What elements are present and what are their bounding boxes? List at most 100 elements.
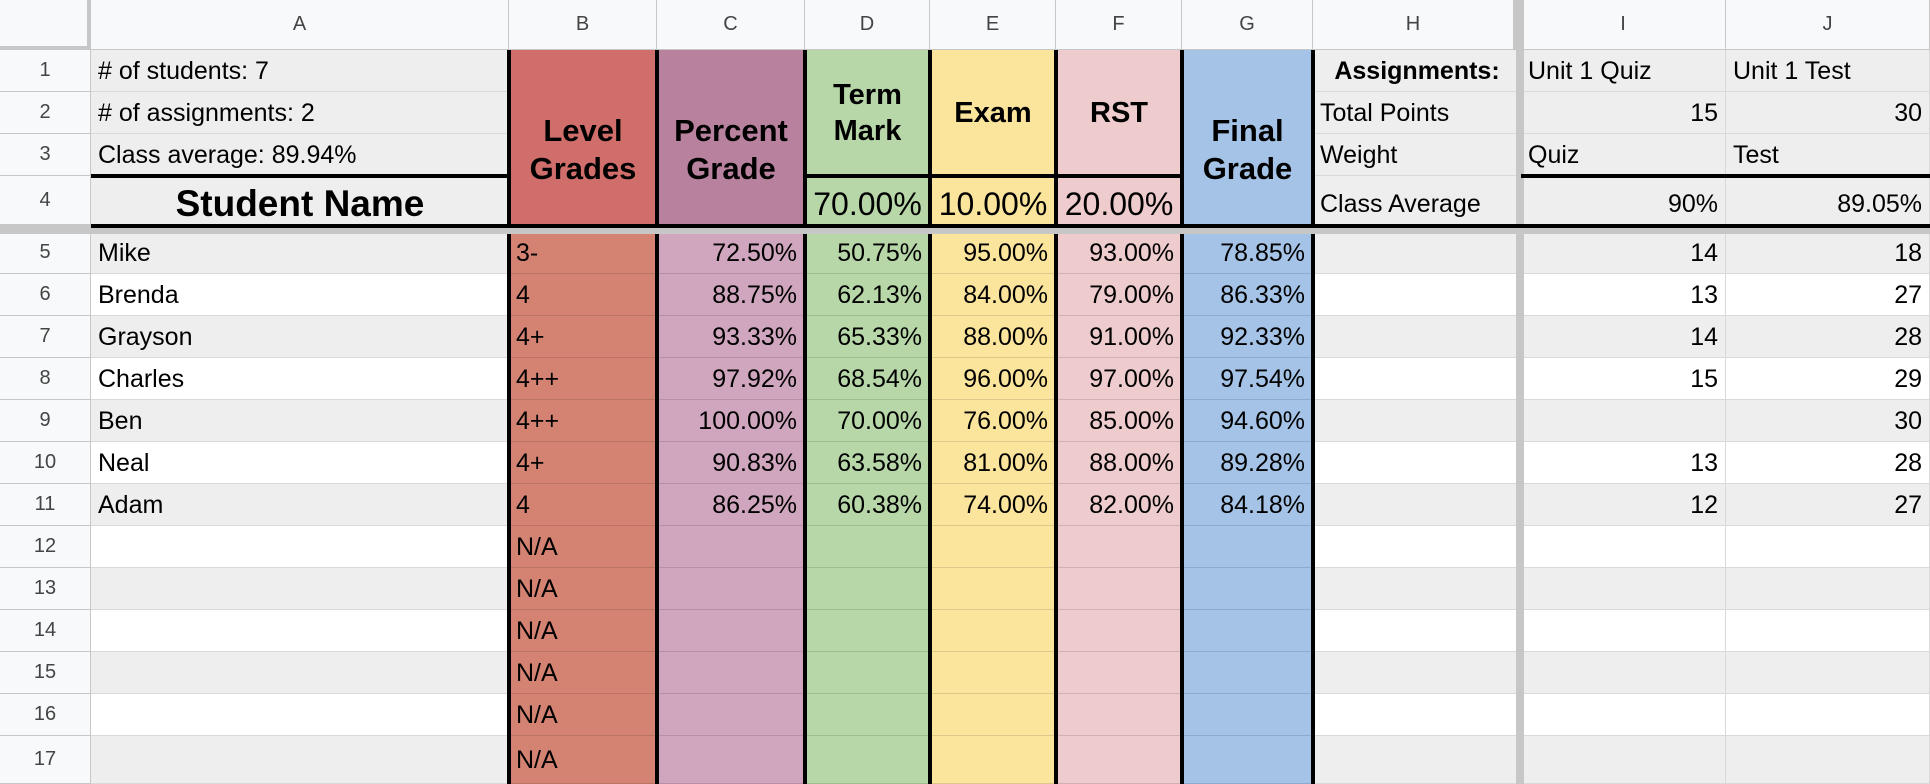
row-header-8[interactable]: 8 xyxy=(0,358,91,400)
level-grade-cell[interactable]: 3- xyxy=(516,238,539,267)
rst-cell[interactable]: 88.00% xyxy=(1089,448,1174,477)
column-header-f[interactable]: F xyxy=(1056,0,1182,50)
assignment-total-points[interactable]: 15 xyxy=(1690,98,1718,127)
summary-class-average[interactable]: Class average: 89.94% xyxy=(98,140,357,169)
column-header-i[interactable]: I xyxy=(1521,0,1726,50)
term-mark-cell[interactable]: 68.54% xyxy=(837,364,922,393)
student-name-header[interactable]: Student Name xyxy=(175,183,425,224)
assignment-name[interactable]: Unit 1 Test xyxy=(1733,56,1851,85)
student-name-cell[interactable]: Mike xyxy=(98,238,151,267)
level-grade-cell[interactable]: N/A xyxy=(516,745,558,774)
student-name-cell[interactable]: Charles xyxy=(98,364,185,393)
column-header-j[interactable]: J xyxy=(1726,0,1930,50)
term-mark-cell[interactable]: 65.33% xyxy=(837,322,922,351)
student-name-cell[interactable]: Neal xyxy=(98,448,150,477)
percent-grade-cell[interactable]: 90.83% xyxy=(712,448,797,477)
row-header-5[interactable]: 5 xyxy=(0,232,91,274)
student-name-cell[interactable]: Ben xyxy=(98,406,143,435)
exam-header[interactable]: Exam xyxy=(954,97,1032,129)
row-header-13[interactable]: 13 xyxy=(0,568,91,610)
test-score-cell[interactable]: 28 xyxy=(1894,322,1922,351)
level-grade-cell[interactable]: N/A xyxy=(516,574,558,603)
final-grade-cell[interactable]: 92.33% xyxy=(1220,322,1305,351)
final-grade-cell[interactable]: 97.54% xyxy=(1220,364,1305,393)
rst-cell[interactable]: 82.00% xyxy=(1089,490,1174,519)
percent-grade-cell[interactable]: 93.33% xyxy=(712,322,797,351)
column-header-c[interactable]: C xyxy=(657,0,805,50)
summary-assignments[interactable]: # of assignments: 2 xyxy=(98,98,315,127)
term-mark-cell[interactable]: 60.38% xyxy=(837,490,922,519)
column-header-g[interactable]: G xyxy=(1182,0,1313,50)
test-score-cell[interactable]: 30 xyxy=(1894,406,1922,435)
rst-header[interactable]: RST xyxy=(1090,97,1148,129)
student-name-cell[interactable]: Brenda xyxy=(98,280,179,309)
column-header-a[interactable]: A xyxy=(91,0,509,50)
exam-cell[interactable]: 95.00% xyxy=(963,238,1048,267)
row-header-14[interactable]: 14 xyxy=(0,610,91,652)
test-score-cell[interactable]: 29 xyxy=(1894,364,1922,393)
test-score-cell[interactable]: 28 xyxy=(1894,448,1922,477)
total-points-label[interactable]: Total Points xyxy=(1320,98,1450,127)
final-grade-cell[interactable]: 84.18% xyxy=(1220,490,1305,519)
exam-cell[interactable]: 74.00% xyxy=(963,490,1048,519)
summary-students[interactable]: # of students: 7 xyxy=(98,56,269,85)
row-header-15[interactable]: 15 xyxy=(0,652,91,694)
rst-weight[interactable]: 20.00% xyxy=(1064,185,1174,222)
final-grade-cell[interactable]: 89.28% xyxy=(1220,448,1305,477)
exam-cell[interactable]: 81.00% xyxy=(963,448,1048,477)
level-grade-cell[interactable]: 4 xyxy=(516,490,530,519)
level-grade-cell[interactable]: 4++ xyxy=(516,364,560,393)
level-grade-cell[interactable]: 4++ xyxy=(516,406,560,435)
exam-cell[interactable]: 76.00% xyxy=(963,406,1048,435)
student-name-cell[interactable]: Grayson xyxy=(98,322,193,351)
assignment-weight[interactable]: Test xyxy=(1733,140,1779,169)
term-mark-cell[interactable]: 63.58% xyxy=(837,448,922,477)
row-header-2[interactable]: 2 xyxy=(0,92,91,134)
frozen-rows-divider[interactable] xyxy=(0,228,1930,234)
row-header-12[interactable]: 12 xyxy=(0,526,91,568)
row-header-9[interactable]: 9 xyxy=(0,400,91,442)
column-header-b[interactable]: B xyxy=(509,0,657,50)
percent-grade-cell[interactable]: 88.75% xyxy=(712,280,797,309)
quiz-score-cell[interactable]: 15 xyxy=(1690,364,1718,393)
term-mark-cell[interactable]: 62.13% xyxy=(837,280,922,309)
rst-cell[interactable]: 85.00% xyxy=(1089,406,1174,435)
term-mark-cell[interactable]: 50.75% xyxy=(837,238,922,267)
assignments-title[interactable]: Assignments: xyxy=(1334,56,1500,85)
quiz-score-cell[interactable]: 14 xyxy=(1690,322,1718,351)
rst-cell[interactable]: 91.00% xyxy=(1089,322,1174,351)
level-grade-cell[interactable]: N/A xyxy=(516,658,558,687)
quiz-score-cell[interactable]: 13 xyxy=(1690,448,1718,477)
test-score-cell[interactable]: 18 xyxy=(1894,238,1922,267)
level-grade-cell[interactable]: 4+ xyxy=(516,448,545,477)
assignment-total-points[interactable]: 30 xyxy=(1894,98,1922,127)
percent-grade-header[interactable]: Percent Grade xyxy=(674,113,788,186)
exam-cell[interactable]: 84.00% xyxy=(963,280,1048,309)
percent-grade-cell[interactable]: 72.50% xyxy=(712,238,797,267)
level-grade-cell[interactable]: N/A xyxy=(516,616,558,645)
assignment-class-average[interactable]: 89.05% xyxy=(1837,189,1922,218)
final-grade-cell[interactable]: 94.60% xyxy=(1220,406,1305,435)
level-grade-cell[interactable]: N/A xyxy=(516,700,558,729)
term-mark-header[interactable]: Term Mark xyxy=(833,79,902,147)
level-grade-cell[interactable]: 4+ xyxy=(516,322,545,351)
rst-cell[interactable]: 93.00% xyxy=(1089,238,1174,267)
row-header-16[interactable]: 16 xyxy=(0,694,91,736)
frozen-columns-divider[interactable] xyxy=(1516,0,1524,784)
assignment-weight[interactable]: Quiz xyxy=(1528,140,1580,169)
quiz-score-cell[interactable]: 12 xyxy=(1690,490,1718,519)
quiz-score-cell[interactable] xyxy=(1521,400,1726,442)
row-header-7[interactable]: 7 xyxy=(0,316,91,358)
exam-cell[interactable]: 88.00% xyxy=(963,322,1048,351)
final-grade-cell[interactable]: 78.85% xyxy=(1220,238,1305,267)
exam-cell[interactable]: 96.00% xyxy=(963,364,1048,393)
level-grade-cell[interactable]: N/A xyxy=(516,532,558,561)
test-score-cell[interactable]: 27 xyxy=(1894,280,1922,309)
exam-weight[interactable]: 10.00% xyxy=(938,185,1048,222)
test-score-cell[interactable]: 27 xyxy=(1894,490,1922,519)
row-header-4[interactable]: 4 xyxy=(0,176,91,232)
final-grade-header[interactable]: Final Grade xyxy=(1202,113,1293,186)
percent-grade-cell[interactable]: 100.00% xyxy=(698,406,797,435)
rst-cell[interactable]: 79.00% xyxy=(1089,280,1174,309)
